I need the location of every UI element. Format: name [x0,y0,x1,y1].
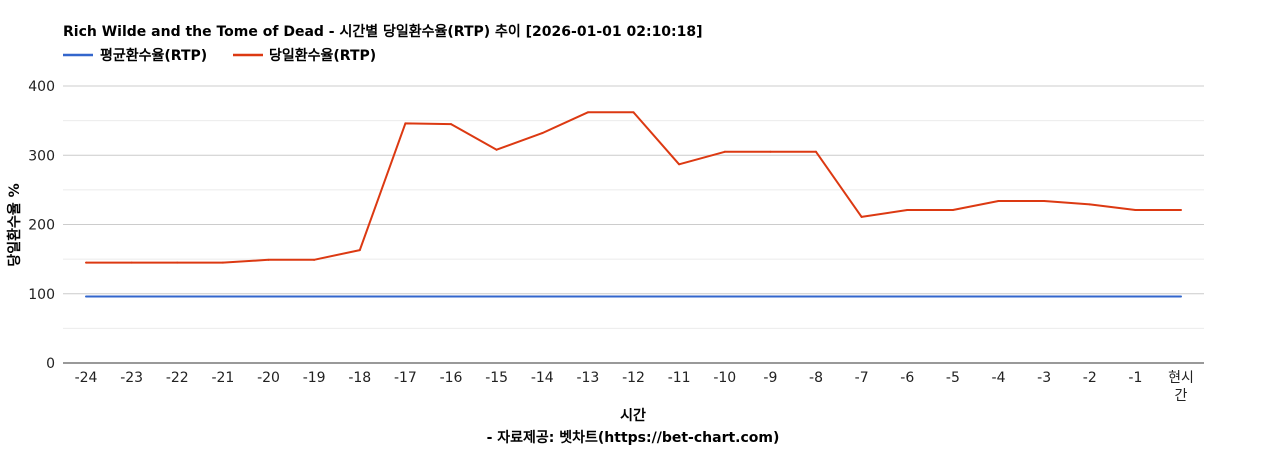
x-tick-label: 현시 간 [1168,370,1194,404]
point-daily-13 [678,163,681,166]
x-tick-label: -17 [394,370,417,386]
point-daily-5 [313,258,316,261]
point-daily-12 [632,111,635,114]
point-average-21 [1043,295,1046,298]
point-average-10 [541,295,544,298]
y-tick-label: 400 [28,79,55,95]
point-daily-7 [404,122,407,125]
point-average-8 [450,295,452,298]
source-credit: - 자료제공: 벳차트(https://bet-chart.com) [487,429,780,446]
x-tick-label: -16 [440,370,463,386]
point-average-11 [586,295,589,298]
point-average-0 [85,295,87,298]
point-average-6 [358,295,361,298]
gridlines [63,85,1204,364]
y-tick-label: 300 [28,148,55,164]
chart-title: Rich Wilde and the Tome of Dead - 시간별 당일… [63,23,703,40]
point-average-3 [221,295,224,298]
y-tick-label: 0 [46,356,55,372]
point-daily-6 [358,249,361,252]
point-average-4 [267,295,270,298]
point-daily-11 [586,111,589,114]
x-tick-label: -20 [257,370,280,386]
x-tick-label: -24 [75,370,98,386]
x-tick-label: -8 [809,370,823,386]
point-average-13 [678,295,681,298]
x-tick-label: -7 [855,370,869,386]
point-average-14 [723,295,726,298]
x-tick-label: -22 [166,370,189,386]
y-axis-ticks: 0 100 200 300 400 [28,79,55,372]
point-daily-23 [1134,208,1137,211]
point-daily-10 [541,132,544,135]
legend-label-average: 평균환수율(RTP) [100,47,207,64]
point-daily-1 [130,261,133,264]
point-daily-4 [267,258,270,261]
x-tick-label: -5 [946,370,960,386]
x-tick-label: -21 [211,370,234,386]
point-average-24 [1180,295,1182,298]
x-tick-label: -13 [576,370,599,386]
point-average-1 [130,295,133,298]
y-tick-label: 100 [28,287,55,303]
x-axis-ticks: -24 -23 -22 -21 -20 -19 -18 -17 -16 -15 -14 -13 -12 -… [75,370,1194,404]
point-average-22 [1088,295,1091,298]
point-average-19 [951,295,954,298]
point-average-12 [632,295,635,298]
x-tick-label: -23 [120,370,143,386]
x-axis-title: 시간 [620,407,646,424]
point-daily-22 [1088,203,1091,206]
x-tick-label: -19 [303,370,326,386]
point-daily-0 [85,261,87,264]
point-average-18 [906,295,909,298]
point-average-5 [313,295,316,298]
point-daily-2 [176,261,179,264]
point-daily-24 [1180,208,1182,211]
series-line-daily [86,111,1181,264]
point-average-20 [997,295,1000,298]
point-average-9 [495,295,498,298]
point-average-16 [815,295,817,298]
x-tick-label: -1 [1128,370,1142,386]
x-tick-label: -9 [763,370,777,386]
point-daily-19 [951,208,954,211]
series-lines [85,111,1182,298]
point-average-15 [769,295,772,298]
point-daily-18 [906,208,909,211]
point-average-23 [1134,295,1137,298]
x-tick-label: -3 [1037,370,1051,386]
x-tick-label: -18 [348,370,371,386]
point-daily-3 [221,261,224,264]
point-daily-16 [815,150,817,153]
point-daily-9 [495,148,498,151]
x-tick-label: -11 [668,370,691,386]
point-daily-14 [723,150,726,153]
x-tick-label: -14 [531,370,554,386]
point-daily-20 [997,199,1000,202]
y-axis-title: 당일환수율 % [6,183,23,266]
point-average-17 [860,295,863,298]
y-tick-label: 200 [28,218,55,234]
x-tick-label: -4 [992,370,1006,386]
legend: 평균환수율(RTP) 당일환수율(RTP) [63,47,376,64]
point-daily-15 [769,150,772,153]
x-tick-label: -2 [1083,370,1097,386]
point-daily-17 [860,215,863,218]
point-average-2 [176,295,179,298]
point-daily-21 [1043,199,1046,202]
x-tick-label: -10 [713,370,736,386]
legend-label-daily: 당일환수율(RTP) [269,47,376,64]
x-tick-label: -15 [485,370,508,386]
x-tick-label: -12 [622,370,645,386]
point-average-7 [404,295,407,298]
point-daily-8 [450,123,452,126]
x-tick-label: -6 [900,370,914,386]
